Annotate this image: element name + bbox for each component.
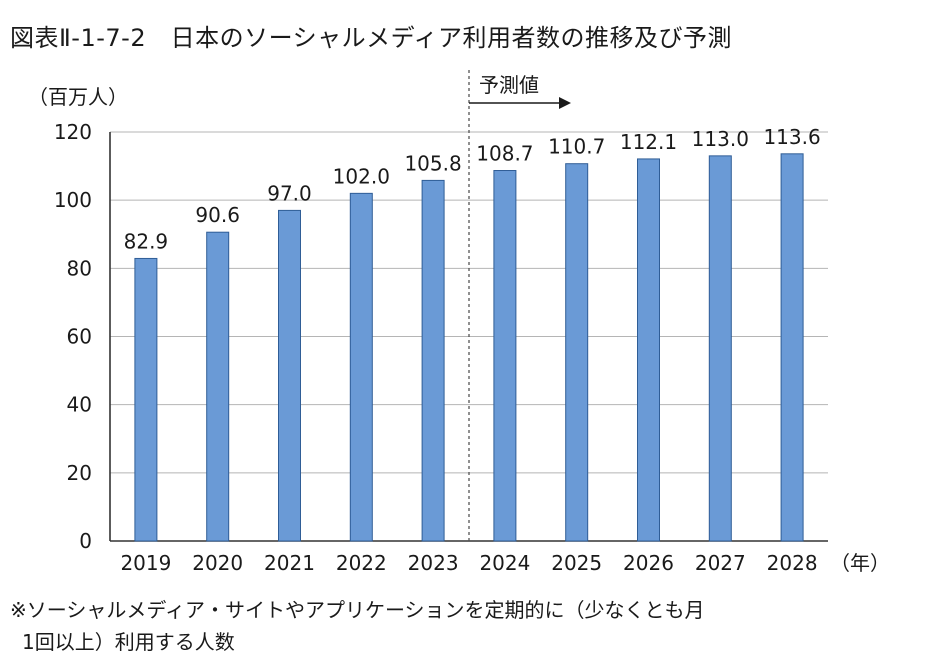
bar-2022 xyxy=(349,192,373,542)
bar-2024 xyxy=(493,170,517,542)
y-tick-label: 20 xyxy=(67,461,92,485)
page-title: 図表Ⅱ-1-7-2 日本のソーシャルメディア利用者数の推移及び予測 xyxy=(10,24,732,52)
bar-2023 xyxy=(421,179,445,542)
x-tick-label: 2028 xyxy=(767,551,818,575)
value-label: 90.6 xyxy=(195,203,240,227)
y-tick-label: 0 xyxy=(79,529,92,553)
bar-2025 xyxy=(565,163,589,542)
forecast-label: 予測値 xyxy=(479,73,539,97)
x-tick-label: 2023 xyxy=(408,551,459,575)
value-label: 112.1 xyxy=(620,130,677,154)
arrow-right-icon xyxy=(559,97,571,109)
y-tick-label: 100 xyxy=(54,188,92,212)
x-tick-label: 2027 xyxy=(695,551,746,575)
value-label: 82.9 xyxy=(124,229,169,253)
value-label: 97.0 xyxy=(267,181,312,205)
bar-2020 xyxy=(206,231,230,542)
footnote-line-1: ※ソーシャルメディア・サイトやアプリケーションを定期的に（少なくとも月 xyxy=(10,598,705,622)
y-tick-label: 120 xyxy=(54,120,92,144)
bars xyxy=(134,153,804,542)
x-tick-labels: 2019 2020 2021 2022 2023 2024 2025 2026 2027 2028 xyxy=(120,551,817,575)
footnote-line-2: 1回以上）利用する人数 xyxy=(22,630,235,654)
y-tick-labels: 0 20 40 60 80 100 120 xyxy=(54,120,92,553)
bar-2028 xyxy=(780,153,804,542)
bar-2026 xyxy=(637,158,660,542)
y-tick-label: 40 xyxy=(67,393,92,417)
value-label: 105.8 xyxy=(404,151,461,175)
value-label: 113.6 xyxy=(763,125,820,149)
x-axis-label: （年） xyxy=(830,551,890,575)
value-label: 110.7 xyxy=(548,135,605,159)
x-tick-label: 2024 xyxy=(479,551,530,575)
x-tick-label: 2020 xyxy=(192,551,243,575)
bar-2019 xyxy=(134,257,158,542)
forecast-marker: 予測値 xyxy=(468,70,571,541)
x-tick-label: 2022 xyxy=(336,551,387,575)
y-tick-label: 60 xyxy=(67,325,92,349)
y-axis-label: （百万人） xyxy=(28,85,128,109)
value-label: 113.0 xyxy=(692,127,749,151)
value-label: 102.0 xyxy=(333,164,390,188)
value-label: 108.7 xyxy=(476,142,533,166)
x-tick-label: 2026 xyxy=(623,551,674,575)
value-labels: 82.9 90.6 97.0 102.0 105.8 108.7 110.7 112.1 113… xyxy=(124,125,821,254)
x-tick-label: 2021 xyxy=(264,551,315,575)
bar-2021 xyxy=(278,209,301,542)
x-tick-label: 2025 xyxy=(551,551,602,575)
bar-chart: 0 20 40 60 80 100 120 （百万人） 82.9 90.6 97.0 102.0 1… xyxy=(28,70,890,575)
x-tick-label: 2019 xyxy=(120,551,171,575)
bar-2027 xyxy=(708,155,732,542)
y-tick-label: 80 xyxy=(67,256,92,280)
